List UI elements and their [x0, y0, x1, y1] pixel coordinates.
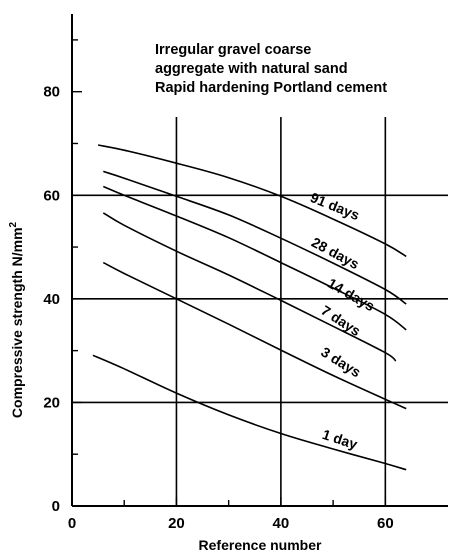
- y-tick-label: 60: [43, 187, 60, 204]
- series-line-7-days: [102, 212, 397, 362]
- annotation-block: Irregular gravel coarse aggregate with n…: [155, 42, 387, 96]
- y-tick-label: 80: [43, 84, 60, 101]
- series-line-14-days: [103, 185, 407, 331]
- x-tick-label: 40: [273, 515, 290, 532]
- series-line-28-days: [103, 170, 407, 305]
- annotation-line-3: Rapid hardening Portland cement: [155, 80, 387, 96]
- y-tick-label: 40: [43, 291, 60, 308]
- x-tick-label: 60: [377, 515, 394, 532]
- x-axis-label: Reference number: [199, 537, 322, 553]
- grid-layer: [72, 117, 448, 506]
- y-axis-label-text: Compressive strength N/mm: [9, 227, 25, 418]
- series-label-1-day: 1 day: [320, 426, 359, 452]
- series-line-91-days: [97, 144, 407, 258]
- y-axis-label: Compressive strength N/mm2: [8, 221, 25, 418]
- annotation-line-2: aggregate with natural sand: [155, 61, 348, 77]
- series-label-28-days: 28 days: [309, 234, 362, 272]
- y-axis-label-superscript: 2: [8, 221, 19, 227]
- x-tick-label: 0: [68, 515, 76, 532]
- tick-layer: 0 20 40 60 0 20 40 60 80: [43, 39, 394, 532]
- x-tick-label: 20: [168, 515, 185, 532]
- series-label-3-days: 3 days: [318, 344, 364, 381]
- series-line-3-days: [102, 261, 407, 410]
- series-label-7-days: 7 days: [318, 302, 363, 339]
- series-layer: [92, 144, 407, 471]
- series-label-91-days: 91 days: [308, 189, 362, 223]
- series-line-1-day: [92, 354, 407, 471]
- y-tick-label: 20: [43, 394, 60, 411]
- y-tick-label: 0: [52, 498, 60, 515]
- annotation-line-1: Irregular gravel coarse: [155, 42, 311, 58]
